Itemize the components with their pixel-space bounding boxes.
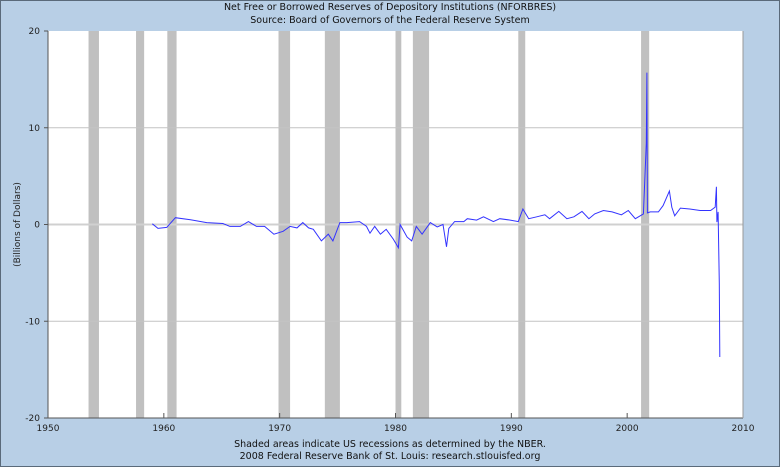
chart-subtitle: Source: Board of Governors of the Federa… [250,15,530,26]
y-axis-label: (Billions of Dollars) [13,182,23,267]
series-line [151,72,721,358]
y-tick-label: 0 [34,221,40,231]
y-tick-label: 20 [29,27,41,37]
source-note: 2008 Federal Reserve Bank of St. Louis: … [239,451,541,462]
y-tick-label: -10 [25,317,40,327]
x-tick-label: 1980 [384,424,407,434]
x-tick-label: 1990 [500,424,523,434]
x-tick-label: 1950 [37,424,60,434]
x-tick-label: 2010 [732,424,755,434]
x-tick-label: 1970 [268,424,291,434]
x-tick-label: 2000 [616,424,639,434]
recession-note: Shaded areas indicate US recessions as d… [234,439,546,450]
chart-title: Net Free or Borrowed Reserves of Deposit… [223,2,557,13]
x-tick-label: 1960 [152,424,175,434]
y-tick-label: -20 [25,414,40,424]
y-tick-label: 10 [29,124,41,134]
